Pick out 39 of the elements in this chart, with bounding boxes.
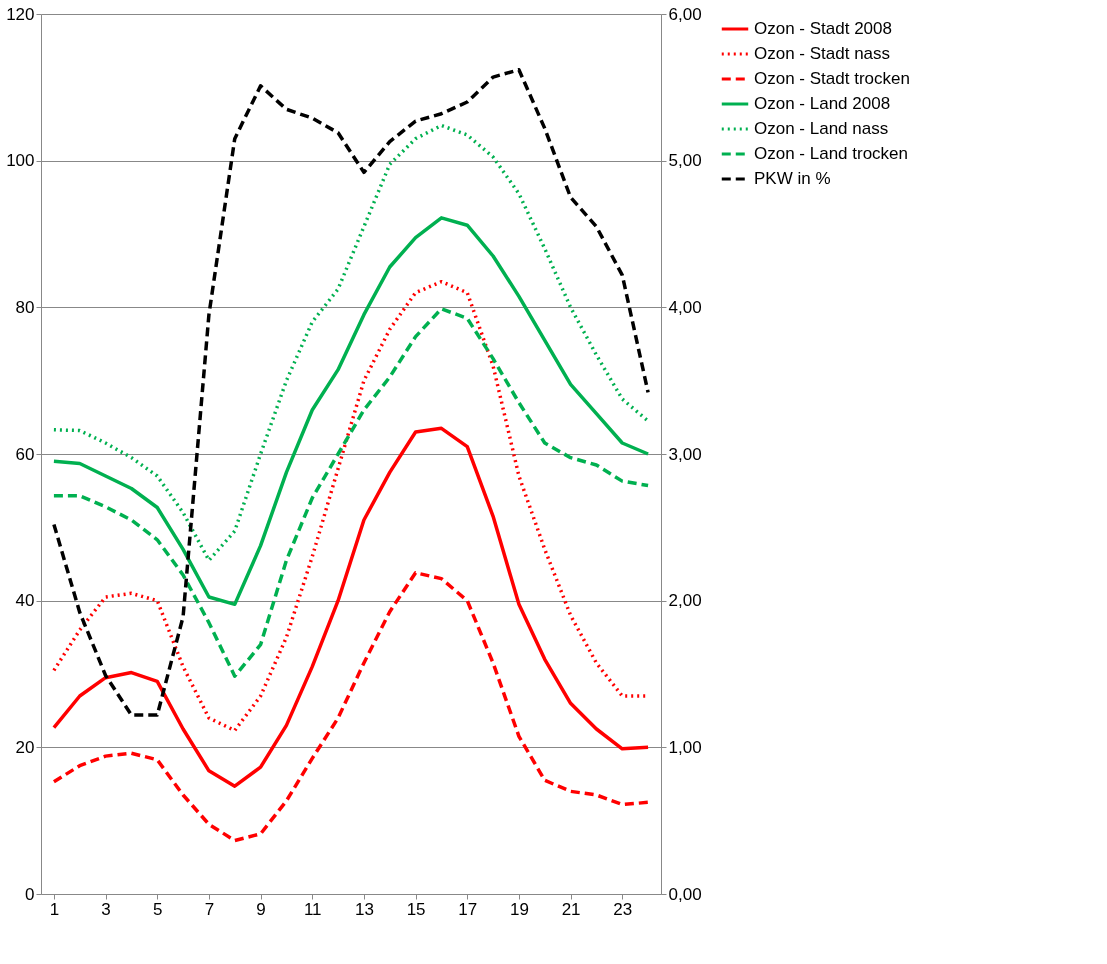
y2-tick-label: 0,00 xyxy=(668,884,702,904)
y-tick-label: 80 xyxy=(15,297,35,317)
y2-tick-label: 6,00 xyxy=(668,4,702,24)
line-series xyxy=(52,67,650,717)
line-series xyxy=(52,123,650,563)
x-tick-label: 3 xyxy=(101,899,111,919)
y-tick-label: 20 xyxy=(15,737,35,757)
x-tick-label: 9 xyxy=(256,899,266,919)
legend-label: Ozon - Land trocken xyxy=(754,144,909,163)
x-tick-label: 5 xyxy=(153,899,163,919)
legend-label: Ozon - Stadt nass xyxy=(754,44,891,63)
line-series xyxy=(52,307,650,678)
legend-label: Ozon - Stadt 2008 xyxy=(754,19,892,38)
x-tick-label: 11 xyxy=(303,899,322,919)
legend-label: PKW in % xyxy=(754,169,831,188)
x-tick-label: 15 xyxy=(406,899,426,919)
y-tick-label: 120 xyxy=(6,4,35,24)
y2-tick-label: 1,00 xyxy=(668,737,702,757)
x-tick-label: 7 xyxy=(204,899,215,919)
line-series xyxy=(52,571,650,843)
y-tick-label: 40 xyxy=(15,591,35,611)
legend-label: Ozon - Stadt trocken xyxy=(754,69,910,88)
x-tick-label: 1 xyxy=(49,899,60,919)
x-tick-label: 21 xyxy=(561,899,581,919)
y-tick-label: 100 xyxy=(6,151,35,171)
y-tick-label: 60 xyxy=(15,444,35,464)
y2-tick-label: 5,00 xyxy=(668,151,702,171)
legend-label: Ozon - Land 2008 xyxy=(754,94,891,113)
y2-tick-label: 3,00 xyxy=(668,444,702,464)
line-series xyxy=(52,426,650,788)
x-tick-label: 23 xyxy=(613,899,633,919)
y2-tick-label: 4,00 xyxy=(668,297,702,317)
x-tick-label: 13 xyxy=(354,899,374,919)
x-tick-label: 17 xyxy=(458,899,478,919)
x-tick-label: 19 xyxy=(509,899,529,919)
line-series xyxy=(52,216,650,607)
y2-tick-label: 2,00 xyxy=(668,591,702,611)
y-tick-label: 0 xyxy=(25,884,35,904)
legend-label: Ozon - Land nass xyxy=(754,119,889,138)
